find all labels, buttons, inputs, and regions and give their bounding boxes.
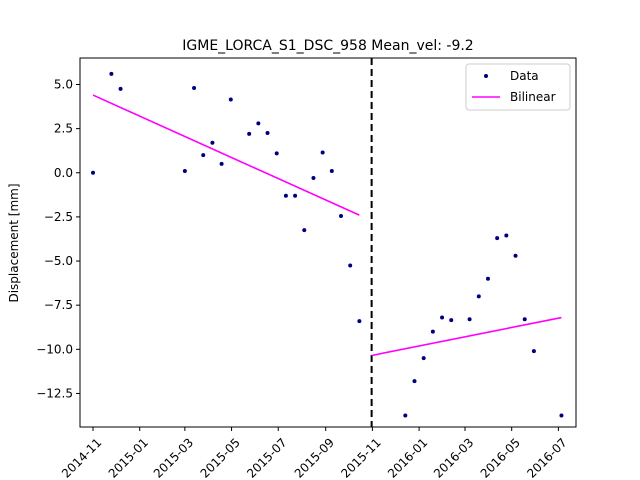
data-point-26 bbox=[430, 329, 435, 334]
y-axis-label: Displacement [mm] bbox=[7, 183, 21, 302]
data-point-6 bbox=[201, 153, 206, 158]
data-point-1 bbox=[91, 170, 96, 175]
data-point-16 bbox=[302, 228, 307, 233]
x-tick-label-1: 2014-11 bbox=[59, 435, 104, 480]
data-point-29 bbox=[467, 317, 472, 322]
data-point-8 bbox=[219, 161, 224, 166]
data-point-28 bbox=[449, 318, 454, 323]
data-point-2 bbox=[109, 71, 114, 76]
data-point-12 bbox=[265, 131, 270, 136]
legend-bilinear-label: Bilinear bbox=[510, 90, 556, 104]
y-tick-label-3: 0.0 bbox=[54, 166, 73, 180]
data-point-14 bbox=[283, 193, 288, 198]
data-point-27 bbox=[440, 315, 445, 320]
data-point-13 bbox=[274, 151, 279, 156]
data-point-21 bbox=[348, 263, 353, 268]
x-tick-label-3: 2015-03 bbox=[151, 435, 196, 480]
data-point-32 bbox=[495, 236, 500, 241]
x-tick-label-9: 2016-03 bbox=[431, 435, 476, 480]
y-tick-label-8: −12.5 bbox=[36, 386, 73, 400]
data-point-37 bbox=[559, 413, 564, 418]
bilinear-segment-2 bbox=[371, 316, 562, 357]
data-point-7 bbox=[210, 140, 215, 145]
x-tick-label-2: 2015-01 bbox=[106, 435, 151, 480]
legend-data-marker bbox=[484, 74, 488, 78]
bilinear-segment-1 bbox=[92, 94, 360, 216]
y-tick-label-1: 5.0 bbox=[54, 77, 73, 91]
y-tick-label-5: −5.0 bbox=[44, 254, 73, 268]
data-point-20 bbox=[339, 214, 344, 219]
data-point-4 bbox=[182, 168, 187, 173]
data-point-31 bbox=[485, 276, 490, 281]
data-point-24 bbox=[412, 379, 417, 384]
y-tick-label-4: −2.5 bbox=[44, 210, 73, 224]
x-tick-label-8: 2016-01 bbox=[385, 435, 430, 480]
data-point-33 bbox=[504, 233, 509, 238]
data-point-19 bbox=[329, 168, 334, 173]
data-point-23 bbox=[403, 413, 408, 418]
data-point-11 bbox=[256, 121, 261, 126]
data-point-34 bbox=[513, 253, 518, 258]
data-point-36 bbox=[531, 349, 536, 354]
y-tick-label-7: −10.0 bbox=[36, 342, 73, 356]
x-tick-label-7: 2015-11 bbox=[338, 435, 383, 480]
data-point-35 bbox=[522, 317, 527, 322]
x-tick-label-5: 2015-07 bbox=[244, 435, 289, 480]
x-tick-label-10: 2016-05 bbox=[478, 435, 523, 480]
chart-title: IGME_LORCA_S1_DSC_958 Mean_vel: -9.2 bbox=[182, 38, 473, 54]
data-point-22 bbox=[357, 319, 362, 324]
data-point-15 bbox=[293, 193, 298, 198]
legend-box bbox=[465, 63, 571, 111]
legend-data-label: Data bbox=[510, 69, 539, 83]
data-point-30 bbox=[476, 294, 481, 299]
data-point-3 bbox=[118, 86, 123, 91]
plot-area bbox=[91, 58, 564, 427]
data-point-10 bbox=[247, 131, 252, 136]
y-tick-label-6: −7.5 bbox=[44, 298, 73, 312]
data-point-9 bbox=[228, 97, 233, 102]
x-tick-label-4: 2015-05 bbox=[198, 435, 243, 480]
plot-frame bbox=[79, 57, 577, 428]
data-point-5 bbox=[192, 86, 197, 91]
data-point-18 bbox=[320, 150, 325, 155]
data-point-25 bbox=[421, 356, 426, 361]
data-point-17 bbox=[311, 176, 316, 181]
legend: Data Bilinear bbox=[465, 63, 571, 111]
x-tick-label-11: 2016-07 bbox=[524, 435, 569, 480]
x-tick-label-6: 2015-09 bbox=[292, 435, 337, 480]
y-tick-label-2: 2.5 bbox=[54, 122, 73, 136]
